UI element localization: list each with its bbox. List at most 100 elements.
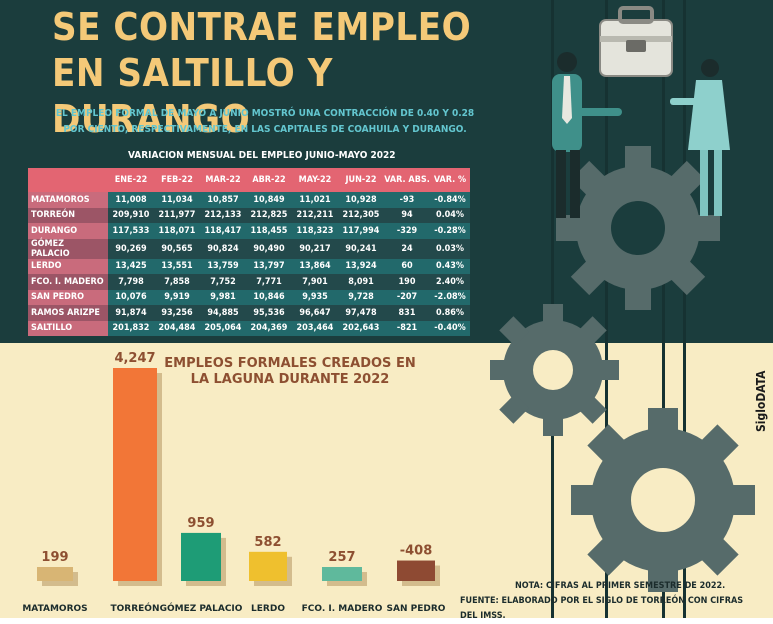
table-cell: 24: [384, 238, 430, 259]
category-label: TORREÓN: [111, 602, 160, 614]
table-cell: -207: [384, 289, 430, 305]
employment-table: ENE-22 FEB-22 MAR-22 ABR-22 MAY-22 JUN-2…: [28, 168, 470, 336]
table-cell: -0.28%: [430, 223, 470, 239]
data-label: 199: [41, 550, 68, 565]
decorative-line: [662, 0, 665, 618]
table-row: TORREÓN 209,910 211,977 212,133 212,825 212,2…: [28, 207, 470, 223]
table-title: VARIACION MENSUAL DEL EMPLEO JUNIO-MAYO …: [128, 150, 396, 161]
table-cell: 7,901: [292, 274, 338, 290]
bar: [322, 567, 362, 581]
table-row: FCO. I. MADERO 7,798 7,858 7,752 7,771 7,901 8…: [28, 274, 470, 290]
table-cell: 209,910: [108, 207, 154, 223]
businessman-icon: [552, 52, 622, 218]
table-cell: 13,924: [338, 258, 384, 274]
page-subtitle: EL EMPLEO FORMAL DE MAYO A JUNIO MOSTRÓ …: [55, 108, 475, 135]
table-row: GÓMEZ PALACIO 90,269 90,565 90,824 90,490 90,…: [28, 238, 470, 259]
table-cell: 90,490: [246, 238, 292, 259]
category-label: FCO. I. MADERO: [302, 604, 383, 614]
table-cell: 202,643: [338, 320, 384, 336]
table-cell: -821: [384, 320, 430, 336]
table-cell: 10,849: [246, 192, 292, 208]
table-cell: 94,885: [200, 305, 246, 321]
table-cell: 212,825: [246, 207, 292, 223]
table-row: SALTILLO 201,832 204,484 205,064 204,369 203,…: [28, 320, 470, 336]
data-label: -408: [400, 544, 433, 559]
table-cell: 90,824: [200, 238, 246, 259]
table-cell: 9,935: [292, 289, 338, 305]
table-cell: -0.84%: [430, 192, 470, 208]
category-label: GÓMEZ PALACIO: [160, 602, 243, 614]
table-cell: 97,478: [338, 305, 384, 321]
table-row: RAMOS ARIZPE 91,874 93,256 94,885 95,536 96,6…: [28, 305, 470, 321]
table-cell: 10,076: [108, 289, 154, 305]
table-cell: 8,091: [338, 274, 384, 290]
briefcase-icon: [599, 6, 673, 77]
table-cell: 11,034: [154, 192, 200, 208]
table-cell: 117,994: [338, 223, 384, 239]
table-cell: 118,417: [200, 223, 246, 239]
table-cell: 190: [384, 274, 430, 290]
table-row: DURANGO 117,533 118,071 118,417 118,455 118,3…: [28, 223, 470, 239]
businesswoman-icon: [670, 59, 730, 216]
table-cell: -329: [384, 223, 430, 239]
chart-title: EMPLEOS FORMALES CREADOS EN: [164, 356, 415, 371]
table-cell: 7,858: [154, 274, 200, 290]
table-cell: 10,846: [246, 289, 292, 305]
table-cell: 0.86%: [430, 305, 470, 321]
table-cell: 0.04%: [430, 207, 470, 223]
table-header-cell: MAR-22: [200, 168, 246, 192]
table-cell: 10,857: [200, 192, 246, 208]
table-cell: 117,533: [108, 223, 154, 239]
row-label: DURANGO: [28, 223, 108, 239]
table-cell: 11,008: [108, 192, 154, 208]
decorative-line: [605, 0, 608, 618]
gear-icon: [556, 146, 720, 310]
page-title: SE CONTRAE EMPLEO EN SALTILLO Y DURANGO: [52, 5, 472, 141]
table-header-row: ENE-22 FEB-22 MAR-22 ABR-22 MAY-22 JUN-2…: [28, 168, 470, 192]
table-cell: 90,241: [338, 238, 384, 259]
bar: [113, 368, 157, 581]
category-label: LERDO: [251, 604, 285, 614]
table-header-cell: JUN-22: [338, 168, 384, 192]
bar: [397, 560, 435, 581]
data-label: 959: [187, 516, 214, 531]
row-label: FCO. I. MADERO: [28, 274, 108, 290]
table-cell: 94: [384, 207, 430, 223]
table-cell: 211,977: [154, 207, 200, 223]
table-cell: 7,798: [108, 274, 154, 290]
gear-icon: [571, 408, 755, 592]
table-row: SAN PEDRO 10,076 9,919 9,981 10,846 9,935 9,72…: [28, 289, 470, 305]
table-cell: 13,797: [246, 258, 292, 274]
table-cell: 831: [384, 305, 430, 321]
decorative-line: [683, 0, 686, 618]
bar: [249, 551, 287, 581]
chart-title-line2: LA LAGUNA DURANTE 2022: [191, 372, 390, 387]
data-label: 582: [254, 535, 281, 550]
source-text: FUENTE: ELABORADO POR EL SIGLO DE TORREÓ…: [460, 596, 744, 621]
table-cell: 212,211: [292, 207, 338, 223]
table-row: MATAMOROS 11,008 11,034 10,857 10,849 11,021 1…: [28, 192, 470, 208]
table-cell: 93,256: [154, 305, 200, 321]
row-label: MATAMOROS: [28, 192, 108, 208]
table-header-cell: ABR-22: [246, 168, 292, 192]
row-label: TORREÓN: [28, 207, 108, 223]
illustration: [490, 6, 755, 592]
data-label: 257: [328, 550, 355, 565]
table-cell: 9,919: [154, 289, 200, 305]
table-cell: 204,484: [154, 320, 200, 336]
table-cell: 118,455: [246, 223, 292, 239]
table-cell: 204,369: [246, 320, 292, 336]
table-cell: 90,269: [108, 238, 154, 259]
table-cell: 96,647: [292, 305, 338, 321]
notes: NOTA: CIFRAS AL PRIMER SEMESTRE DE 2022.…: [460, 579, 760, 624]
table-cell: 201,832: [108, 320, 154, 336]
table-cell: 2.40%: [430, 274, 470, 290]
table-cell: 90,565: [154, 238, 200, 259]
table-cell: 0.03%: [430, 238, 470, 259]
table-cell: 9,981: [200, 289, 246, 305]
table-cell: -2.08%: [430, 289, 470, 305]
table-cell: 118,323: [292, 223, 338, 239]
table-cell: 91,874: [108, 305, 154, 321]
table-cell: 95,536: [246, 305, 292, 321]
